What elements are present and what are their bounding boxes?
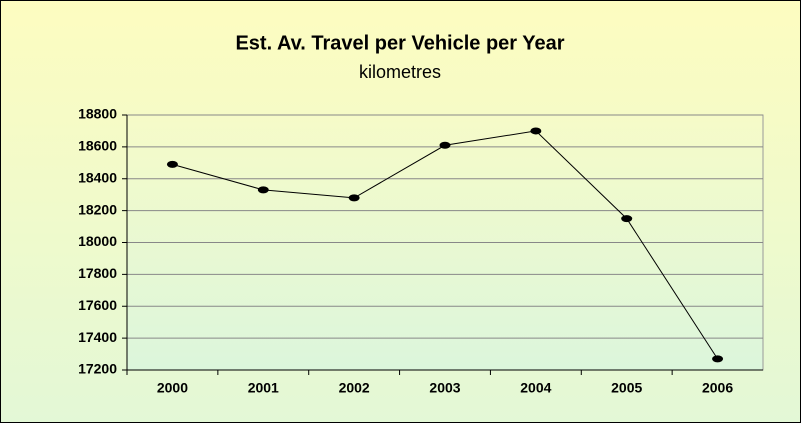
data-point — [166, 160, 178, 168]
x-tick-label: 2002 — [339, 380, 370, 396]
x-tick-label: 2003 — [429, 380, 460, 396]
y-tick-label: 17800 — [78, 265, 117, 281]
data-point — [621, 215, 633, 223]
data-point — [530, 127, 542, 135]
data-point — [439, 141, 451, 149]
y-tick-label: 18000 — [78, 233, 117, 249]
chart-subtitle: kilometres — [359, 62, 441, 82]
x-tick-label: 2000 — [157, 380, 188, 396]
x-tick-label: 2001 — [248, 380, 279, 396]
x-tick-label: 2006 — [702, 380, 733, 396]
y-tick-label: 17400 — [78, 329, 117, 345]
chart-title: Est. Av. Travel per Vehicle per Year — [235, 32, 564, 54]
y-tick-label: 18800 — [78, 106, 117, 122]
data-point — [257, 186, 269, 194]
y-tick-label: 17200 — [78, 361, 117, 377]
x-tick-label: 2005 — [611, 380, 642, 396]
x-tick-label: 2004 — [520, 380, 551, 396]
data-point — [348, 194, 360, 202]
y-tick-label: 18200 — [78, 201, 117, 217]
data-point — [712, 355, 724, 363]
y-tick-label: 18400 — [78, 169, 117, 185]
y-tick-label: 17600 — [78, 297, 117, 313]
y-tick-label: 18600 — [78, 138, 117, 154]
